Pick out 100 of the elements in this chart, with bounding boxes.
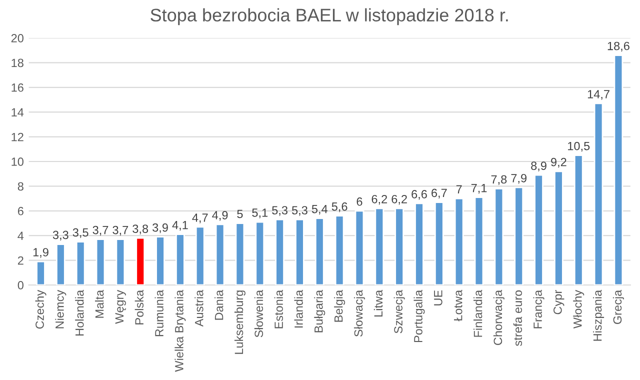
x-tick-label: Hiszpania bbox=[593, 290, 604, 341]
y-tick-label: 4 bbox=[18, 232, 24, 240]
bar bbox=[494, 188, 504, 285]
data-label: 4,9 bbox=[212, 211, 228, 221]
y-tick-label: 16 bbox=[12, 83, 24, 92]
x-tick-label: Wielka Brytania bbox=[174, 290, 186, 372]
bar bbox=[116, 238, 126, 285]
x-tick-label: Słowenia bbox=[254, 290, 264, 338]
data-label: 3,3 bbox=[52, 230, 68, 241]
y-tick-label: 6 bbox=[18, 206, 24, 216]
data-label: 4,7 bbox=[192, 214, 208, 224]
x-tick-label: Irlandia bbox=[294, 290, 303, 328]
x-tick-label: Litwa bbox=[374, 290, 383, 316]
bar bbox=[176, 234, 185, 285]
bar bbox=[434, 202, 444, 285]
x-tick-label: Chorwacja bbox=[493, 290, 504, 346]
x-tick-label: Niemcy bbox=[55, 290, 66, 328]
bar bbox=[275, 218, 284, 285]
bar bbox=[96, 238, 106, 285]
bar bbox=[614, 54, 624, 285]
data-label: 5,3 bbox=[292, 206, 308, 216]
bar bbox=[156, 236, 165, 285]
data-label: 3,7 bbox=[92, 226, 108, 236]
data-label: 3,9 bbox=[152, 223, 168, 234]
bar bbox=[255, 221, 265, 285]
y-tick-label: 10 bbox=[12, 158, 24, 166]
bar bbox=[574, 154, 584, 285]
x-tick-label: Szwecja bbox=[394, 290, 405, 334]
bar bbox=[594, 102, 604, 285]
y-tick-label: 20 bbox=[11, 34, 24, 42]
data-label: 5,4 bbox=[312, 204, 328, 215]
x-tick-label: Włochy bbox=[573, 290, 584, 329]
x-tick-label: Holandia bbox=[75, 290, 84, 336]
bar bbox=[534, 174, 544, 285]
data-label: 5 bbox=[237, 210, 243, 218]
bar bbox=[514, 186, 524, 285]
bar bbox=[235, 222, 245, 285]
data-label: 14,7 bbox=[588, 90, 610, 100]
bar bbox=[334, 215, 344, 285]
data-label: 6,6 bbox=[412, 190, 427, 200]
bar bbox=[136, 237, 146, 285]
bar bbox=[454, 198, 464, 285]
data-label: 3,8 bbox=[132, 224, 148, 234]
y-tick-label: 18 bbox=[12, 58, 24, 68]
data-label: 1,9 bbox=[33, 248, 48, 258]
bar bbox=[314, 218, 324, 285]
bar bbox=[474, 196, 484, 285]
data-label: 4,1 bbox=[172, 221, 188, 231]
data-label: 6,2 bbox=[372, 194, 388, 205]
bar bbox=[295, 218, 304, 285]
x-tick-label: Bułgaria bbox=[314, 290, 326, 332]
x-tick-label: Słowacja bbox=[354, 290, 365, 337]
data-label: 7,9 bbox=[511, 174, 526, 184]
data-label: 6,7 bbox=[432, 188, 447, 199]
bar bbox=[56, 244, 66, 285]
data-label: 18,6 bbox=[608, 42, 630, 52]
x-tick-label: Polska bbox=[134, 290, 144, 324]
data-label: 7,8 bbox=[491, 175, 507, 185]
bar bbox=[554, 170, 564, 285]
y-tick-label: 2 bbox=[18, 256, 24, 265]
data-label: 5,3 bbox=[272, 206, 288, 216]
y-tick-label: 12 bbox=[12, 132, 24, 142]
data-label: 6 bbox=[356, 197, 362, 206]
data-label: 10,5 bbox=[568, 142, 590, 152]
bar bbox=[215, 224, 225, 285]
x-tick-label: UE bbox=[434, 290, 442, 306]
x-tick-label: Cypr bbox=[553, 290, 564, 314]
x-tick-label: Belgia bbox=[334, 290, 346, 322]
x-tick-label: Finlandia bbox=[474, 290, 482, 337]
x-tick-label: Rumunia bbox=[154, 290, 164, 336]
data-label: 9,2 bbox=[551, 158, 566, 168]
data-label: 7 bbox=[456, 185, 462, 194]
x-tick-label: Luksemburg bbox=[234, 290, 246, 354]
x-tick-label: Estonia bbox=[274, 290, 283, 328]
bar bbox=[76, 241, 86, 285]
data-label: 8,9 bbox=[531, 162, 546, 172]
y-tick-label: 8 bbox=[18, 182, 24, 191]
bar bbox=[414, 202, 424, 285]
x-tick-label: Węgry bbox=[115, 290, 126, 324]
x-tick-label: strefa euro bbox=[513, 290, 522, 346]
data-label: 3,7 bbox=[112, 226, 128, 236]
chart-title: Stopa bezrobocia BAEL w listopadzie 2018 r. bbox=[150, 8, 508, 26]
x-tick-label: Czechy bbox=[35, 290, 46, 329]
x-tick-label: Francja bbox=[533, 290, 544, 328]
bar bbox=[374, 208, 384, 285]
x-tick-label: Austria bbox=[194, 290, 204, 327]
data-label: 5,6 bbox=[332, 202, 348, 212]
y-tick-label: 14 bbox=[12, 108, 24, 116]
x-tick-label: Łotwa bbox=[454, 290, 462, 322]
data-label: 7,1 bbox=[471, 184, 487, 194]
bar bbox=[354, 210, 364, 285]
data-label: 5,1 bbox=[252, 208, 268, 218]
data-label: 3,5 bbox=[72, 228, 88, 238]
bar bbox=[394, 208, 404, 285]
data-label: 6,2 bbox=[392, 194, 407, 205]
x-tick-label: Portugalia bbox=[414, 290, 425, 342]
y-tick-label: 0 bbox=[18, 281, 24, 290]
x-tick-label: Dania bbox=[214, 290, 224, 320]
x-tick-label: Grecja bbox=[612, 290, 624, 324]
x-tick-label: Malta bbox=[95, 290, 104, 318]
